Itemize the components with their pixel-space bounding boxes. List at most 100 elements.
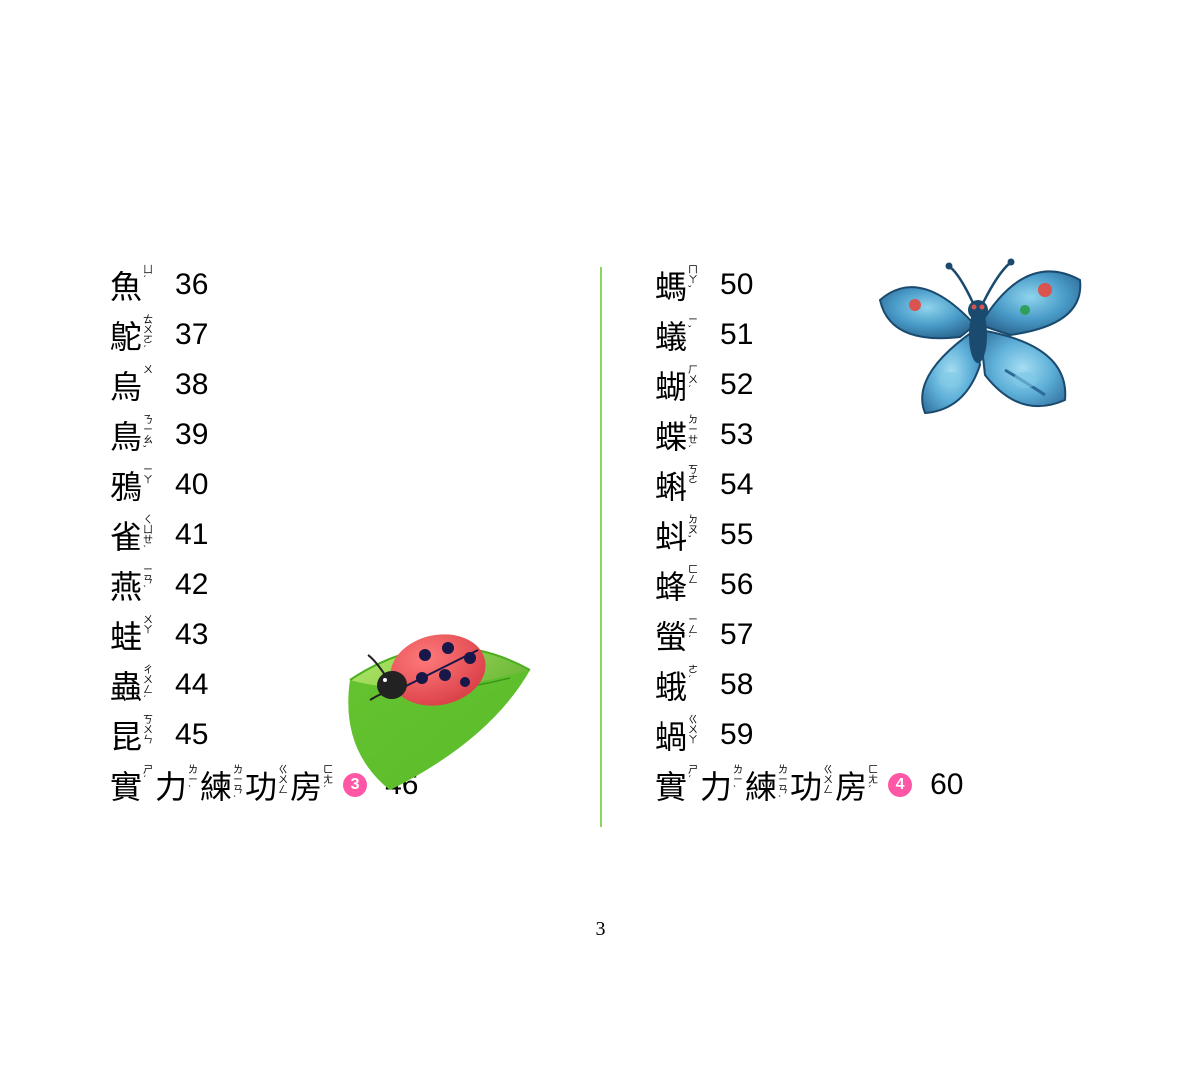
hanzi: 蛙 [110, 612, 142, 658]
hanzi: 蝴 [655, 362, 687, 408]
character-with-zhuyin: 房ㄈㄤˊ [835, 762, 878, 808]
entry-page: 57 [720, 618, 753, 652]
hanzi: 鴉 [110, 462, 142, 508]
character-with-zhuyin: 力ㄌㄧˋ [155, 762, 198, 808]
zhuyin: ㄍㄨㄥ [278, 766, 288, 796]
hanzi: 螞 [655, 262, 687, 308]
zhuyin: ㄉㄧㄝˊ [688, 416, 698, 456]
entry-page: 52 [720, 368, 753, 402]
character-with-zhuyin: 蚪ㄉㄡˇ [655, 512, 698, 558]
toc-entry: 鳥ㄋㄧㄠˇ 39 [110, 410, 600, 460]
character-with-zhuyin: 功ㄍㄨㄥ [790, 762, 833, 808]
character-with-zhuyin: 蟻ㄧˇ [655, 312, 698, 358]
toc-entry: 雀ㄑㄩㄝˋ 41 [110, 510, 600, 560]
zhuyin: ㄍㄨㄚ [688, 716, 698, 746]
zhuyin: ㄌㄧˋ [733, 766, 743, 796]
entry-page: 45 [175, 718, 208, 752]
toc-entry: 螢ㄧㄥˊ 57 [655, 610, 1145, 660]
character-with-zhuyin: 蛾ㄜˊ [655, 662, 698, 708]
entry-page: 50 [720, 268, 753, 302]
zhuyin: ㄈㄥ [688, 566, 698, 586]
character-with-zhuyin: 鴉ㄧㄚ [110, 462, 153, 508]
hanzi: 房 [835, 762, 867, 808]
hanzi: 燕 [110, 562, 142, 608]
hanzi: 鴕 [110, 312, 142, 358]
character-with-zhuyin: 螢ㄧㄥˊ [655, 612, 698, 658]
hanzi: 昆 [110, 712, 142, 758]
character-with-zhuyin: 蝴ㄏㄨˊ [655, 362, 698, 408]
hanzi: 房 [290, 762, 322, 808]
hanzi: 魚 [110, 262, 142, 308]
toc-entry: 鴉ㄧㄚ 40 [110, 460, 600, 510]
zhuyin: ㄎㄨㄣ [143, 716, 153, 746]
zhuyin: ㄋㄧㄠˇ [143, 416, 153, 456]
zhuyin: ㄨㄚ [143, 616, 153, 636]
character-with-zhuyin: 雀ㄑㄩㄝˋ [110, 512, 153, 558]
character-with-zhuyin: 練ㄌㄧㄢˋ [745, 762, 788, 808]
entry-page: 39 [175, 418, 208, 452]
entry-page: 44 [175, 668, 208, 702]
toc-entry: 鴕ㄊㄨㄛˊ 37 [110, 310, 600, 360]
character-with-zhuyin: 蛙ㄨㄚ [110, 612, 153, 658]
zhuyin: ㄎㄜ [688, 466, 698, 486]
entry-page: 58 [720, 668, 753, 702]
entry-page: 59 [720, 718, 753, 752]
zhuyin: ㄧㄚ [143, 466, 153, 486]
character-with-zhuyin: 螞ㄇㄚˇ [655, 262, 698, 308]
toc-entry: 蚪ㄉㄡˇ 55 [655, 510, 1145, 560]
character-with-zhuyin: 房ㄈㄤˊ [290, 762, 333, 808]
hanzi: 蝌 [655, 462, 687, 508]
zhuyin: ㄌㄧˋ [188, 766, 198, 796]
zhuyin: ㄍㄨㄥ [823, 766, 833, 796]
zhuyin: ㄉㄡˇ [688, 516, 698, 546]
character-with-zhuyin: 蝸ㄍㄨㄚ [655, 712, 698, 758]
character-with-zhuyin: 蝶ㄉㄧㄝˊ [655, 412, 698, 458]
entry-page: 41 [175, 518, 208, 552]
zhuyin: ㄧㄢˋ [143, 566, 153, 596]
character-with-zhuyin: 鴕ㄊㄨㄛˊ [110, 312, 153, 358]
zhuyin: ㄩˊ [143, 266, 153, 286]
entry-page: 42 [175, 568, 208, 602]
hanzi: 實 [110, 762, 142, 808]
hanzi: 蝶 [655, 412, 687, 458]
entry-page: 51 [720, 318, 753, 352]
hanzi: 蛾 [655, 662, 687, 708]
character-with-zhuyin: 魚ㄩˊ [110, 262, 153, 308]
zhuyin: ㄧˇ [688, 316, 698, 336]
ladybug-illustration [330, 600, 550, 800]
character-with-zhuyin: 蝌ㄎㄜ [655, 462, 698, 508]
zhuyin: ㄏㄨˊ [688, 366, 698, 396]
entry-page: 38 [175, 368, 208, 402]
zhuyin: ㄌㄧㄢˋ [778, 766, 788, 806]
toc-entry: 魚ㄩˊ36 [110, 260, 600, 310]
butterfly-illustration [870, 235, 1090, 425]
hanzi: 螢 [655, 612, 687, 658]
zhuyin: ㄧㄥˊ [688, 616, 698, 646]
zhuyin: ㄕˊ [143, 766, 153, 786]
character-with-zhuyin: 功ㄍㄨㄥ [245, 762, 288, 808]
entry-page: 55 [720, 518, 753, 552]
practice-page: 60 [930, 768, 963, 802]
character-with-zhuyin: 實ㄕˊ [110, 762, 153, 808]
hanzi: 雀 [110, 512, 142, 558]
entry-page: 43 [175, 618, 208, 652]
hanzi: 蜂 [655, 562, 687, 608]
entry-page: 56 [720, 568, 753, 602]
zhuyin: ㄑㄩㄝˋ [143, 516, 153, 556]
hanzi: 蝸 [655, 712, 687, 758]
hanzi: 力 [155, 762, 187, 808]
hanzi: 實 [655, 762, 687, 808]
zhuyin: ㄔㄨㄥˊ [143, 666, 153, 706]
entry-page: 54 [720, 468, 753, 502]
toc-entry: 蝌ㄎㄜ 54 [655, 460, 1145, 510]
zhuyin: ㄨ [143, 366, 153, 376]
zhuyin: ㄇㄚˇ [688, 266, 698, 296]
entry-page: 37 [175, 318, 208, 352]
hanzi: 功 [790, 762, 822, 808]
book-page: 魚ㄩˊ36鴕ㄊㄨㄛˊ37烏ㄨ38鳥ㄋㄧㄠˇ39鴉ㄧㄚ40雀ㄑㄩㄝˋ41燕ㄧㄢˋ4… [0, 0, 1201, 1086]
character-with-zhuyin: 鳥ㄋㄧㄠˇ [110, 412, 153, 458]
zhuyin: ㄊㄨㄛˊ [143, 316, 153, 356]
hanzi: 練 [745, 762, 777, 808]
character-with-zhuyin: 昆ㄎㄨㄣ [110, 712, 153, 758]
entry-page: 40 [175, 468, 208, 502]
